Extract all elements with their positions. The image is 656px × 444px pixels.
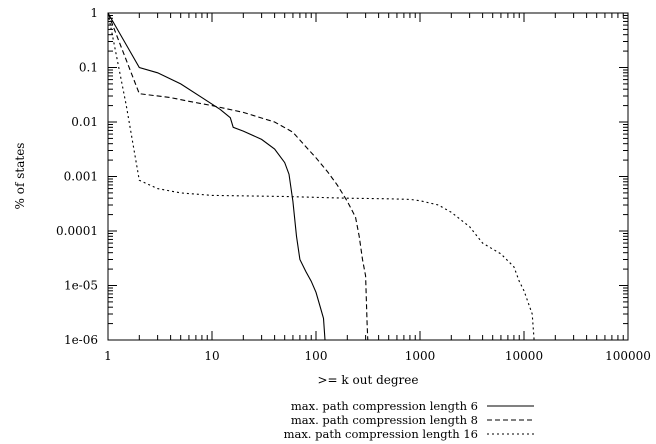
series-line <box>107 12 535 341</box>
y-tick-label: 1 <box>90 6 98 20</box>
y-tick-label: 0.01 <box>71 115 98 129</box>
series-lines <box>107 12 535 341</box>
x-tick-label: 10000 <box>505 349 543 363</box>
y-tick-label: 0.001 <box>64 170 98 184</box>
series-line <box>107 12 326 341</box>
legend-label: max. path compression length 6 <box>291 399 478 413</box>
x-tick-label: 10 <box>204 349 219 363</box>
ticks: 1 10 100 1000 10000 100000 1 0.1 0.01 0.001 0.0001… <box>56 6 651 363</box>
x-tick-label: 1 <box>104 349 112 363</box>
x-axis-label: >= k out degree <box>317 373 418 387</box>
y-tick-label: 0.1 <box>79 61 98 75</box>
y-tick-label: 1e-06 <box>64 333 98 347</box>
plot-frame <box>107 12 629 341</box>
x-tick-label: 100 <box>305 349 328 363</box>
legend-label: max. path compression length 8 <box>291 413 478 427</box>
series-line <box>107 12 369 341</box>
x-tick-label: 100000 <box>605 349 651 363</box>
y-axis-label: % of states <box>13 143 27 210</box>
y-tick-label: 1e-05 <box>64 279 98 293</box>
y-tick-label: 0.0001 <box>56 224 98 238</box>
legend-label: max. path compression length 16 <box>284 427 478 441</box>
x-tick-label: 1000 <box>405 349 436 363</box>
